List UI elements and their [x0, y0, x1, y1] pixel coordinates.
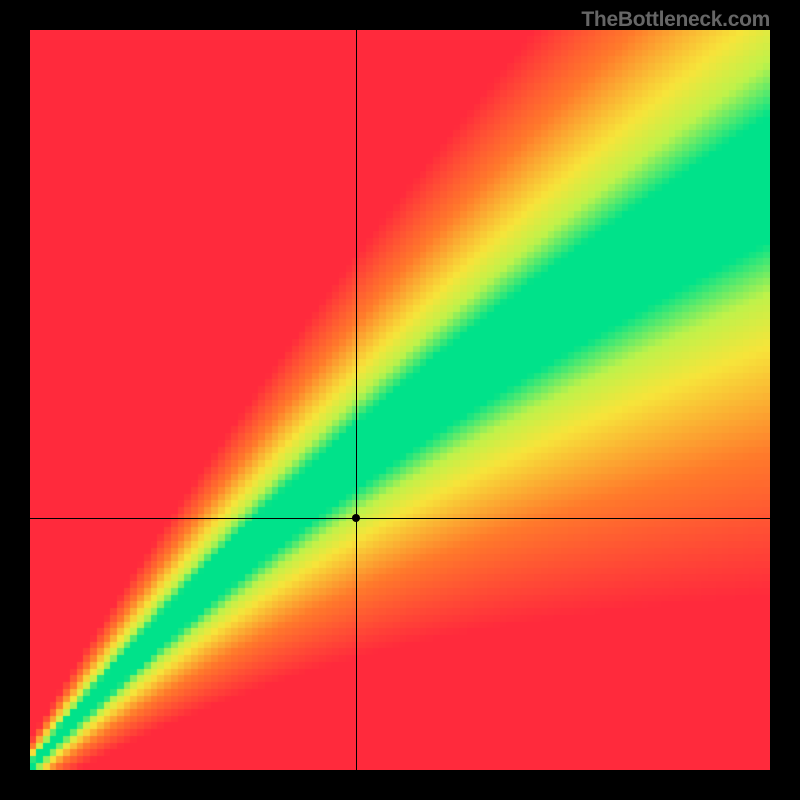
crosshair-vertical	[356, 30, 357, 770]
plot-area	[30, 30, 770, 770]
crosshair-horizontal	[30, 518, 770, 519]
watermark-text: TheBottleneck.com	[581, 8, 770, 32]
chart-container: TheBottleneck.com	[0, 0, 800, 800]
heatmap-canvas	[30, 30, 770, 770]
data-point-marker	[352, 514, 360, 522]
